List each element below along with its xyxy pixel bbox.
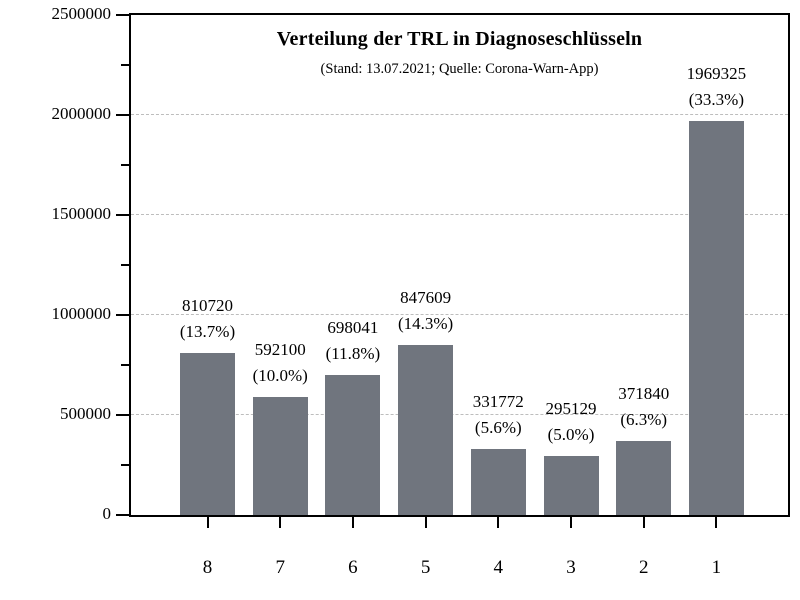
- bar: [180, 352, 235, 515]
- x-axis-tick: [424, 517, 427, 528]
- bar-value-label: 810720 (13.7%): [143, 293, 273, 345]
- bar-percent: (11.8%): [325, 344, 381, 364]
- bar-value: 1969325: [686, 64, 747, 84]
- y-axis-minor-tick: [121, 464, 129, 466]
- bar-value: 592100: [254, 339, 306, 359]
- x-axis-category-label: 6: [348, 557, 358, 578]
- y-axis-minor-tick: [121, 264, 129, 266]
- bar-value-label: 847609 (14.3%): [361, 285, 491, 337]
- bar-value: 698041: [327, 318, 379, 338]
- x-axis-category-label: 4: [493, 557, 504, 578]
- bar-value: 371840: [618, 383, 670, 403]
- bar-percent: (5.0%): [547, 424, 595, 444]
- y-axis-tick-label: 0: [102, 504, 112, 523]
- y-axis-major-tick: [116, 214, 129, 216]
- y-axis-minor-tick: [121, 364, 129, 366]
- gridline: [131, 214, 788, 215]
- bar-percent: (6.3%): [620, 409, 668, 429]
- bar: [325, 375, 381, 515]
- x-axis-tick: [570, 517, 572, 528]
- chart-title: Verteilung der TRL in Diagnoseschlüsseln: [276, 28, 643, 50]
- y-axis-tick-label: 2500000: [51, 4, 112, 23]
- bar: [252, 396, 308, 515]
- bar-value-label: 371840 (6.3%): [579, 381, 709, 433]
- bar-percent: (5.6%): [474, 417, 522, 437]
- bar: [616, 440, 672, 515]
- chart-subtitle: (Stand: 13.07.2021; Quelle: Corona-Warn-…: [320, 61, 599, 77]
- gridline: [131, 414, 788, 415]
- bar-percent: (33.3%): [688, 90, 744, 110]
- gridline: [131, 314, 788, 315]
- y-axis-tick-label: 2000000: [51, 104, 112, 123]
- y-axis-major-tick: [116, 314, 129, 316]
- y-axis-tick-label: 500000: [60, 404, 111, 423]
- bar-value: 295129: [545, 398, 597, 418]
- bar-value-label: 331772 (5.6%): [433, 389, 563, 441]
- bar: [398, 345, 454, 515]
- x-axis-tick: [497, 517, 500, 528]
- bar-value-label: 1969325 (33.3%): [651, 61, 781, 113]
- bar-percent: (13.7%): [179, 321, 236, 341]
- bar-value-label: 295129 (5.0%): [506, 396, 636, 448]
- y-axis-tick-label: 1000000: [51, 304, 112, 323]
- x-axis-tick: [642, 517, 645, 528]
- plot-area: Verteilung der TRL in Diagnoseschlüsseln…: [52, 4, 790, 578]
- bar: [688, 121, 744, 515]
- x-axis-category-label: 7: [275, 557, 285, 578]
- y-axis-major-tick: [116, 114, 129, 116]
- bar-percent: (14.3%): [397, 314, 454, 334]
- x-axis-category-label: 2: [638, 557, 649, 578]
- gridline: [131, 114, 788, 115]
- bar-value-label: 698041 (11.8%): [288, 315, 418, 367]
- bar-value: 810720: [182, 295, 233, 315]
- y-axis-tick-label: 1500000: [51, 204, 112, 223]
- bar-value-label: 592100 (10.0%): [215, 337, 345, 389]
- bar-value: 847609: [400, 288, 452, 308]
- y-axis-major-tick: [116, 14, 129, 16]
- y-axis-minor-tick: [121, 164, 129, 166]
- bar-percent: (10.0%): [252, 365, 308, 385]
- x-axis-tick: [279, 517, 282, 528]
- x-axis-category-label: 1: [711, 557, 722, 578]
- x-axis-category-label: 3: [566, 557, 576, 578]
- bar: [543, 455, 599, 515]
- x-axis-tick: [715, 517, 718, 528]
- y-axis-major-tick: [116, 414, 129, 416]
- y-axis-major-tick: [116, 514, 129, 516]
- x-axis-category-label: 5: [420, 557, 431, 578]
- x-axis-tick: [206, 517, 209, 528]
- x-axis-category-label: 8: [202, 557, 213, 578]
- y-axis-minor-tick: [121, 64, 129, 66]
- bar-value: 331772: [472, 391, 524, 411]
- bar: [470, 448, 526, 515]
- x-axis-tick: [351, 517, 354, 528]
